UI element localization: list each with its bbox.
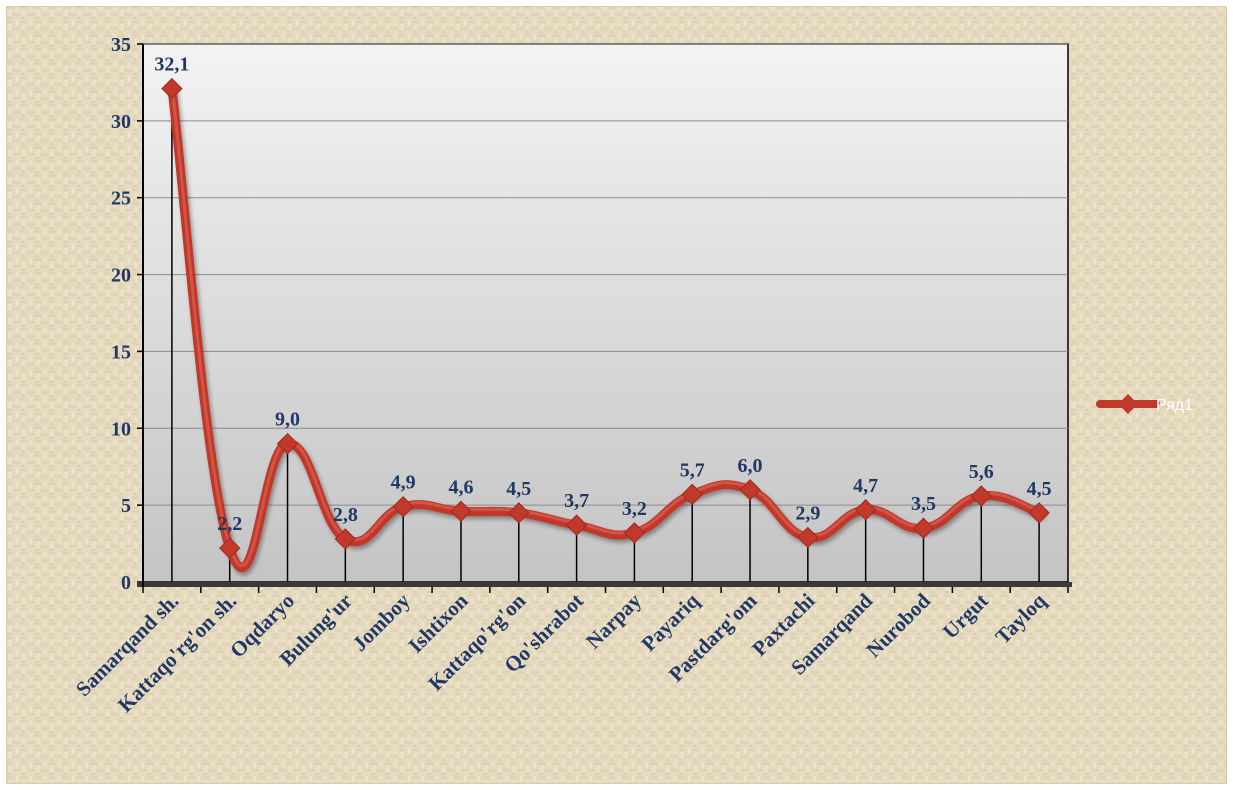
data-label: 2,2 xyxy=(217,513,242,535)
data-label: 3,2 xyxy=(622,498,647,520)
data-label: 32,1 xyxy=(154,54,189,76)
data-label: 3,7 xyxy=(564,490,589,512)
data-label: 4,6 xyxy=(448,476,473,498)
y-tick-label: 0 xyxy=(121,572,131,594)
data-label: 4,7 xyxy=(853,475,878,497)
data-label: 6,0 xyxy=(738,455,763,477)
data-label: 5,6 xyxy=(969,461,994,483)
data-point[interactable] xyxy=(797,526,819,549)
data-label: 9,0 xyxy=(275,409,300,431)
data-point[interactable] xyxy=(681,483,703,506)
y-tick-label: 15 xyxy=(111,341,131,363)
data-point[interactable] xyxy=(508,502,530,524)
data-point[interactable] xyxy=(219,537,241,559)
y-tick-labels: 0 5 10 15 20 25 30 35 xyxy=(111,34,131,594)
legend[interactable]: Ряд1 xyxy=(1096,394,1193,414)
y-tick-label: 10 xyxy=(111,418,131,440)
data-point[interactable] xyxy=(565,514,588,536)
data-label: 4,9 xyxy=(391,472,416,494)
axes xyxy=(137,43,1072,593)
data-point[interactable] xyxy=(623,522,646,544)
y-tick-label: 35 xyxy=(111,34,131,56)
grid-lines xyxy=(143,43,1068,506)
x-axis-base xyxy=(137,582,1072,587)
chart-svg: 0 5 10 15 20 25 30 35 32,1 2,2 9,0 2,8 4,9 4,6 4,5 3,7… xyxy=(6,6,1227,784)
y-tick-label: 25 xyxy=(111,188,131,210)
data-point[interactable] xyxy=(970,485,992,507)
data-point[interactable] xyxy=(1028,502,1050,524)
y-tick-label: 20 xyxy=(111,265,131,287)
data-label: 2,8 xyxy=(333,504,358,526)
data-point[interactable] xyxy=(392,495,414,518)
data-point[interactable] xyxy=(739,479,761,501)
data-point[interactable] xyxy=(276,432,299,455)
point-markers xyxy=(161,77,1050,559)
data-label: 3,5 xyxy=(911,493,936,515)
data-point[interactable] xyxy=(854,499,877,521)
y-tick-label: 30 xyxy=(111,111,131,133)
data-point[interactable] xyxy=(912,517,935,539)
chart-frame: 0 5 10 15 20 25 30 35 32,1 2,2 9,0 2,8 4,9 4,6 4,5 3,7… xyxy=(6,6,1227,784)
data-point[interactable] xyxy=(334,528,357,550)
data-point[interactable] xyxy=(450,500,472,522)
plot-area xyxy=(142,43,1069,583)
legend-marker xyxy=(1118,394,1138,414)
legend-label: Ряд1 xyxy=(1156,397,1193,414)
data-label: 4,5 xyxy=(1027,478,1052,500)
data-labels: 32,1 2,2 9,0 2,8 4,9 4,6 4,5 3,7 3,2 5,7 6,0 2,9 4,7… xyxy=(154,54,1051,536)
data-point[interactable] xyxy=(161,77,183,100)
data-label: 4,5 xyxy=(506,478,531,500)
data-label: 2,9 xyxy=(795,502,820,524)
y-tick-label: 5 xyxy=(121,495,131,517)
data-label: 5,7 xyxy=(680,459,705,481)
